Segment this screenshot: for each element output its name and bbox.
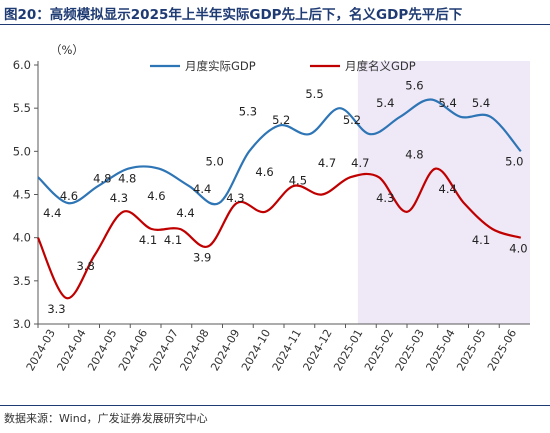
data-label: 5.5 [305,87,323,101]
data-label: 5.6 [405,79,423,93]
x-tick-label: 2024-06 [116,327,150,373]
x-tick-label: 2024-10 [239,327,273,373]
data-label: 3.3 [47,302,65,316]
y-tick-label: 5.5 [13,101,31,115]
x-tick-label: 2024-09 [208,327,242,373]
source-divider [0,405,550,406]
data-label: 4.1 [164,233,182,247]
data-label: 4.6 [255,165,273,179]
title-bar [0,0,550,25]
x-tick-label: 2025-05 [454,327,488,373]
data-label: 5.4 [439,96,457,110]
x-tick-label: 2025-06 [485,327,519,373]
data-label: 4.4 [193,182,211,196]
x-tick-label: 2025-02 [362,327,396,373]
data-label: 4.4 [176,206,194,220]
data-label: 4.5 [289,174,307,188]
data-label: 3.8 [76,259,94,273]
data-label: 4.4 [43,206,61,220]
data-label: 4.0 [509,242,527,256]
x-tick-label: 2025-04 [423,327,457,373]
data-label: 5.4 [376,96,394,110]
legend-label-nominal-gdp: 月度名义GDP [345,59,416,73]
data-label: 4.8 [405,148,423,162]
series-line-nominal-gdp [36,167,522,300]
data-label: 5.4 [472,96,490,110]
line-chart: 3.03.54.04.55.05.56.0（%）2024-032024-0420… [13,43,530,373]
y-unit-label: （%） [50,43,84,57]
x-tick-label: 2025-03 [393,327,427,373]
legend-label-real-gdp: 月度实际GDP [185,59,256,73]
data-label: 4.3 [376,191,394,205]
data-label: 4.4 [439,182,457,196]
x-tick-label: 2024-11 [270,327,304,373]
y-tick-label: 3.0 [13,317,31,331]
data-source: 数据来源：Wind，广发证券发展研究中心 [4,412,208,425]
data-label: 4.3 [226,191,244,205]
data-label: 5.2 [343,113,361,127]
series-line-real-gdp [37,98,522,206]
data-label: 5.2 [272,113,290,127]
data-label: 4.7 [351,156,369,170]
x-tick-label: 2024-03 [24,327,58,373]
x-tick-label: 2025-01 [331,327,365,373]
x-tick-label: 2024-12 [300,327,334,373]
data-label: 5.3 [239,104,257,118]
x-tick-label: 2024-08 [177,327,211,373]
x-tick-label: 2024-07 [147,327,181,373]
y-tick-label: 6.0 [13,58,31,72]
data-label: 4.1 [139,233,157,247]
y-tick-label: 4.5 [13,188,31,202]
x-tick-label: 2024-04 [54,327,88,373]
figure-title: 图20：高频模拟显示2025年上半年实际GDP先上后下，名义GDP先平后下 [4,7,463,23]
data-label: 4.1 [472,233,490,247]
data-label: 3.9 [193,250,211,264]
y-tick-label: 3.5 [13,274,31,288]
data-label: 4.8 [93,172,111,186]
data-label: 4.8 [118,172,136,186]
y-tick-label: 5.0 [13,144,31,158]
data-label: 4.7 [318,156,336,170]
data-label: 4.3 [110,191,128,205]
data-label: 4.6 [60,189,78,203]
y-tick-label: 4.0 [13,231,31,245]
data-label: 5.0 [505,154,523,168]
x-tick-label: 2024-05 [85,327,119,373]
data-label: 5.0 [205,154,223,168]
data-label: 4.6 [147,189,165,203]
